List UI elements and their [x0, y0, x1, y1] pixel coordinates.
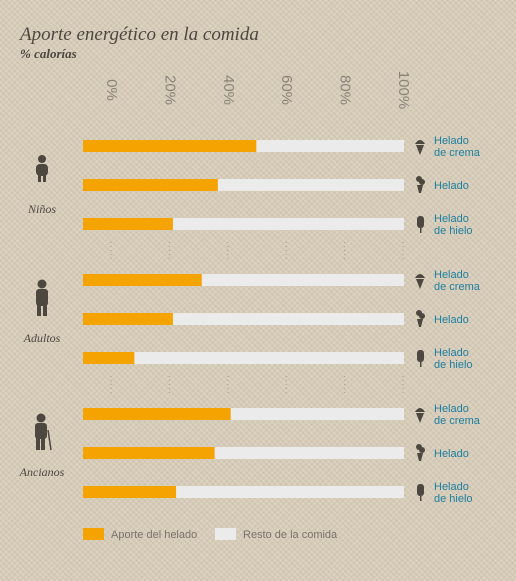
- product-label: Helado de hielo: [434, 213, 473, 237]
- popsicle-icon: [417, 484, 424, 501]
- bar-value: [83, 447, 215, 459]
- child-icon: [36, 155, 48, 182]
- cone-icon: [415, 274, 425, 289]
- product-label: Helado: [434, 314, 469, 326]
- tick-label: 0%: [103, 79, 120, 101]
- chart-title: Aporte energético en la comida: [20, 24, 259, 45]
- legend-swatch-rest: [215, 528, 236, 540]
- product-label: Helado de hielo: [434, 481, 473, 505]
- bar-value: [83, 408, 231, 420]
- cone-icon: [415, 408, 425, 423]
- cone-icon: [415, 140, 425, 155]
- cup-icon: [416, 444, 425, 461]
- product-label: Helado: [434, 180, 469, 192]
- bar-rest: [83, 352, 404, 364]
- bar-value: [83, 140, 257, 152]
- product-label: Helado de crema: [434, 269, 481, 293]
- adult-icon: [36, 279, 48, 316]
- tick-label: 60%: [278, 75, 295, 105]
- cup-icon: [416, 310, 425, 327]
- legend-label-primary: Aporte del helado: [111, 529, 197, 541]
- elderly-icon: [35, 413, 52, 451]
- bar-value: [83, 486, 177, 498]
- product-label: Helado de hielo: [434, 347, 473, 371]
- bar-value: [83, 352, 135, 364]
- legend-swatch-primary: [83, 528, 104, 540]
- popsicle-icon: [417, 216, 424, 233]
- bar-value: [83, 313, 173, 325]
- product-label: Helado: [434, 448, 469, 460]
- tick-label: 40%: [220, 75, 237, 105]
- legend-label-rest: Resto de la comida: [243, 529, 338, 541]
- bar-value: [83, 274, 202, 286]
- group-label-adultos: Adultos: [23, 331, 61, 345]
- cup-icon: [416, 176, 425, 193]
- product-label: Helado de crema: [434, 403, 481, 427]
- chart-subtitle: % calorías: [20, 46, 77, 61]
- product-label: Helado de crema: [434, 135, 481, 159]
- popsicle-icon: [417, 350, 424, 367]
- group-label-ancianos: Ancianos: [19, 465, 65, 479]
- bar-value: [83, 179, 218, 191]
- group-label-niños: Niños: [27, 202, 56, 216]
- tick-label: 100%: [395, 71, 412, 109]
- tick-label: 80%: [337, 75, 354, 105]
- bar-value: [83, 218, 173, 230]
- tick-label: 20%: [161, 75, 178, 105]
